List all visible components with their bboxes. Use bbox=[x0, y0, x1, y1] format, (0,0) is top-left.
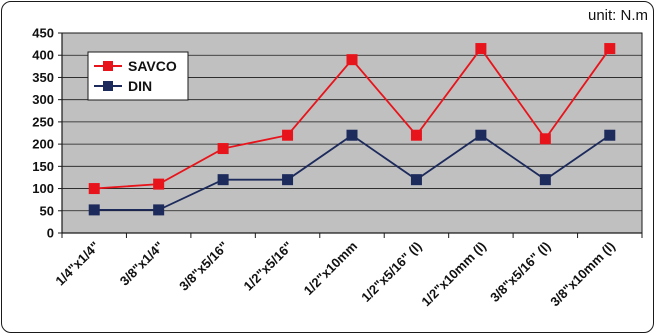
y-axis: 0 50 100 150 200 250 300 350 400 450 bbox=[32, 26, 63, 241]
x-axis: 1/4"x1/4" 3/8"x1/4" 3/8"x5/16" 1/2"x5/16" 1/… bbox=[52, 232, 643, 310]
y-tick-label: 100 bbox=[32, 181, 54, 196]
data-point-din bbox=[475, 129, 487, 141]
data-point-din bbox=[410, 174, 422, 186]
data-point-savco bbox=[282, 129, 294, 141]
y-tick-label: 250 bbox=[32, 114, 54, 129]
data-point-din bbox=[539, 174, 551, 186]
data-point-din bbox=[282, 174, 294, 186]
legend-box bbox=[87, 51, 189, 101]
data-point-savco bbox=[153, 178, 165, 190]
x-tick-label: 3/8"x10mm (l) bbox=[547, 239, 618, 310]
y-tick-label: 150 bbox=[32, 159, 54, 174]
data-point-din bbox=[604, 129, 616, 141]
unit-label: unit: N.m bbox=[588, 7, 648, 24]
data-point-din bbox=[88, 204, 100, 216]
data-point-din bbox=[153, 204, 165, 216]
x-tick-label: 1/4"x1/4" bbox=[52, 239, 102, 289]
y-tick-label: 450 bbox=[32, 26, 54, 41]
legend-marker-savco bbox=[103, 61, 113, 71]
y-tick-label: 200 bbox=[32, 137, 54, 152]
legend-label-savco: SAVCO bbox=[128, 58, 177, 74]
data-point-savco bbox=[217, 143, 229, 155]
data-point-savco bbox=[410, 129, 422, 141]
data-point-din bbox=[346, 129, 358, 141]
y-tick-label: 300 bbox=[32, 92, 54, 107]
y-tick-label: 350 bbox=[32, 70, 54, 85]
x-tick-label: 1/2"x5/16" (l) bbox=[358, 239, 424, 305]
data-point-savco bbox=[88, 183, 100, 195]
x-tick-label: 3/8"x5/16" bbox=[176, 239, 231, 294]
series-layer bbox=[88, 43, 616, 216]
x-tick-label: 3/8"x1/4" bbox=[117, 239, 167, 289]
y-tick-label: 0 bbox=[47, 226, 54, 241]
x-tick-label: 1/2"x10mm (l) bbox=[418, 239, 489, 310]
y-tick-label: 50 bbox=[40, 203, 54, 218]
data-point-din bbox=[217, 174, 229, 186]
data-point-savco bbox=[539, 133, 551, 145]
data-point-savco bbox=[346, 54, 358, 66]
x-tick-label: 1/2"x5/16" bbox=[241, 239, 296, 294]
data-point-savco bbox=[475, 43, 487, 55]
legend-marker-din bbox=[103, 81, 113, 91]
x-tick-label: 3/8"x5/16" (l) bbox=[487, 239, 553, 305]
x-tick-label: 1/2"x10mm bbox=[301, 239, 360, 298]
legend-label-din: DIN bbox=[128, 78, 152, 94]
data-point-savco bbox=[604, 43, 616, 55]
y-tick-label: 400 bbox=[32, 48, 54, 63]
legend: SAVCO DIN bbox=[87, 51, 189, 101]
